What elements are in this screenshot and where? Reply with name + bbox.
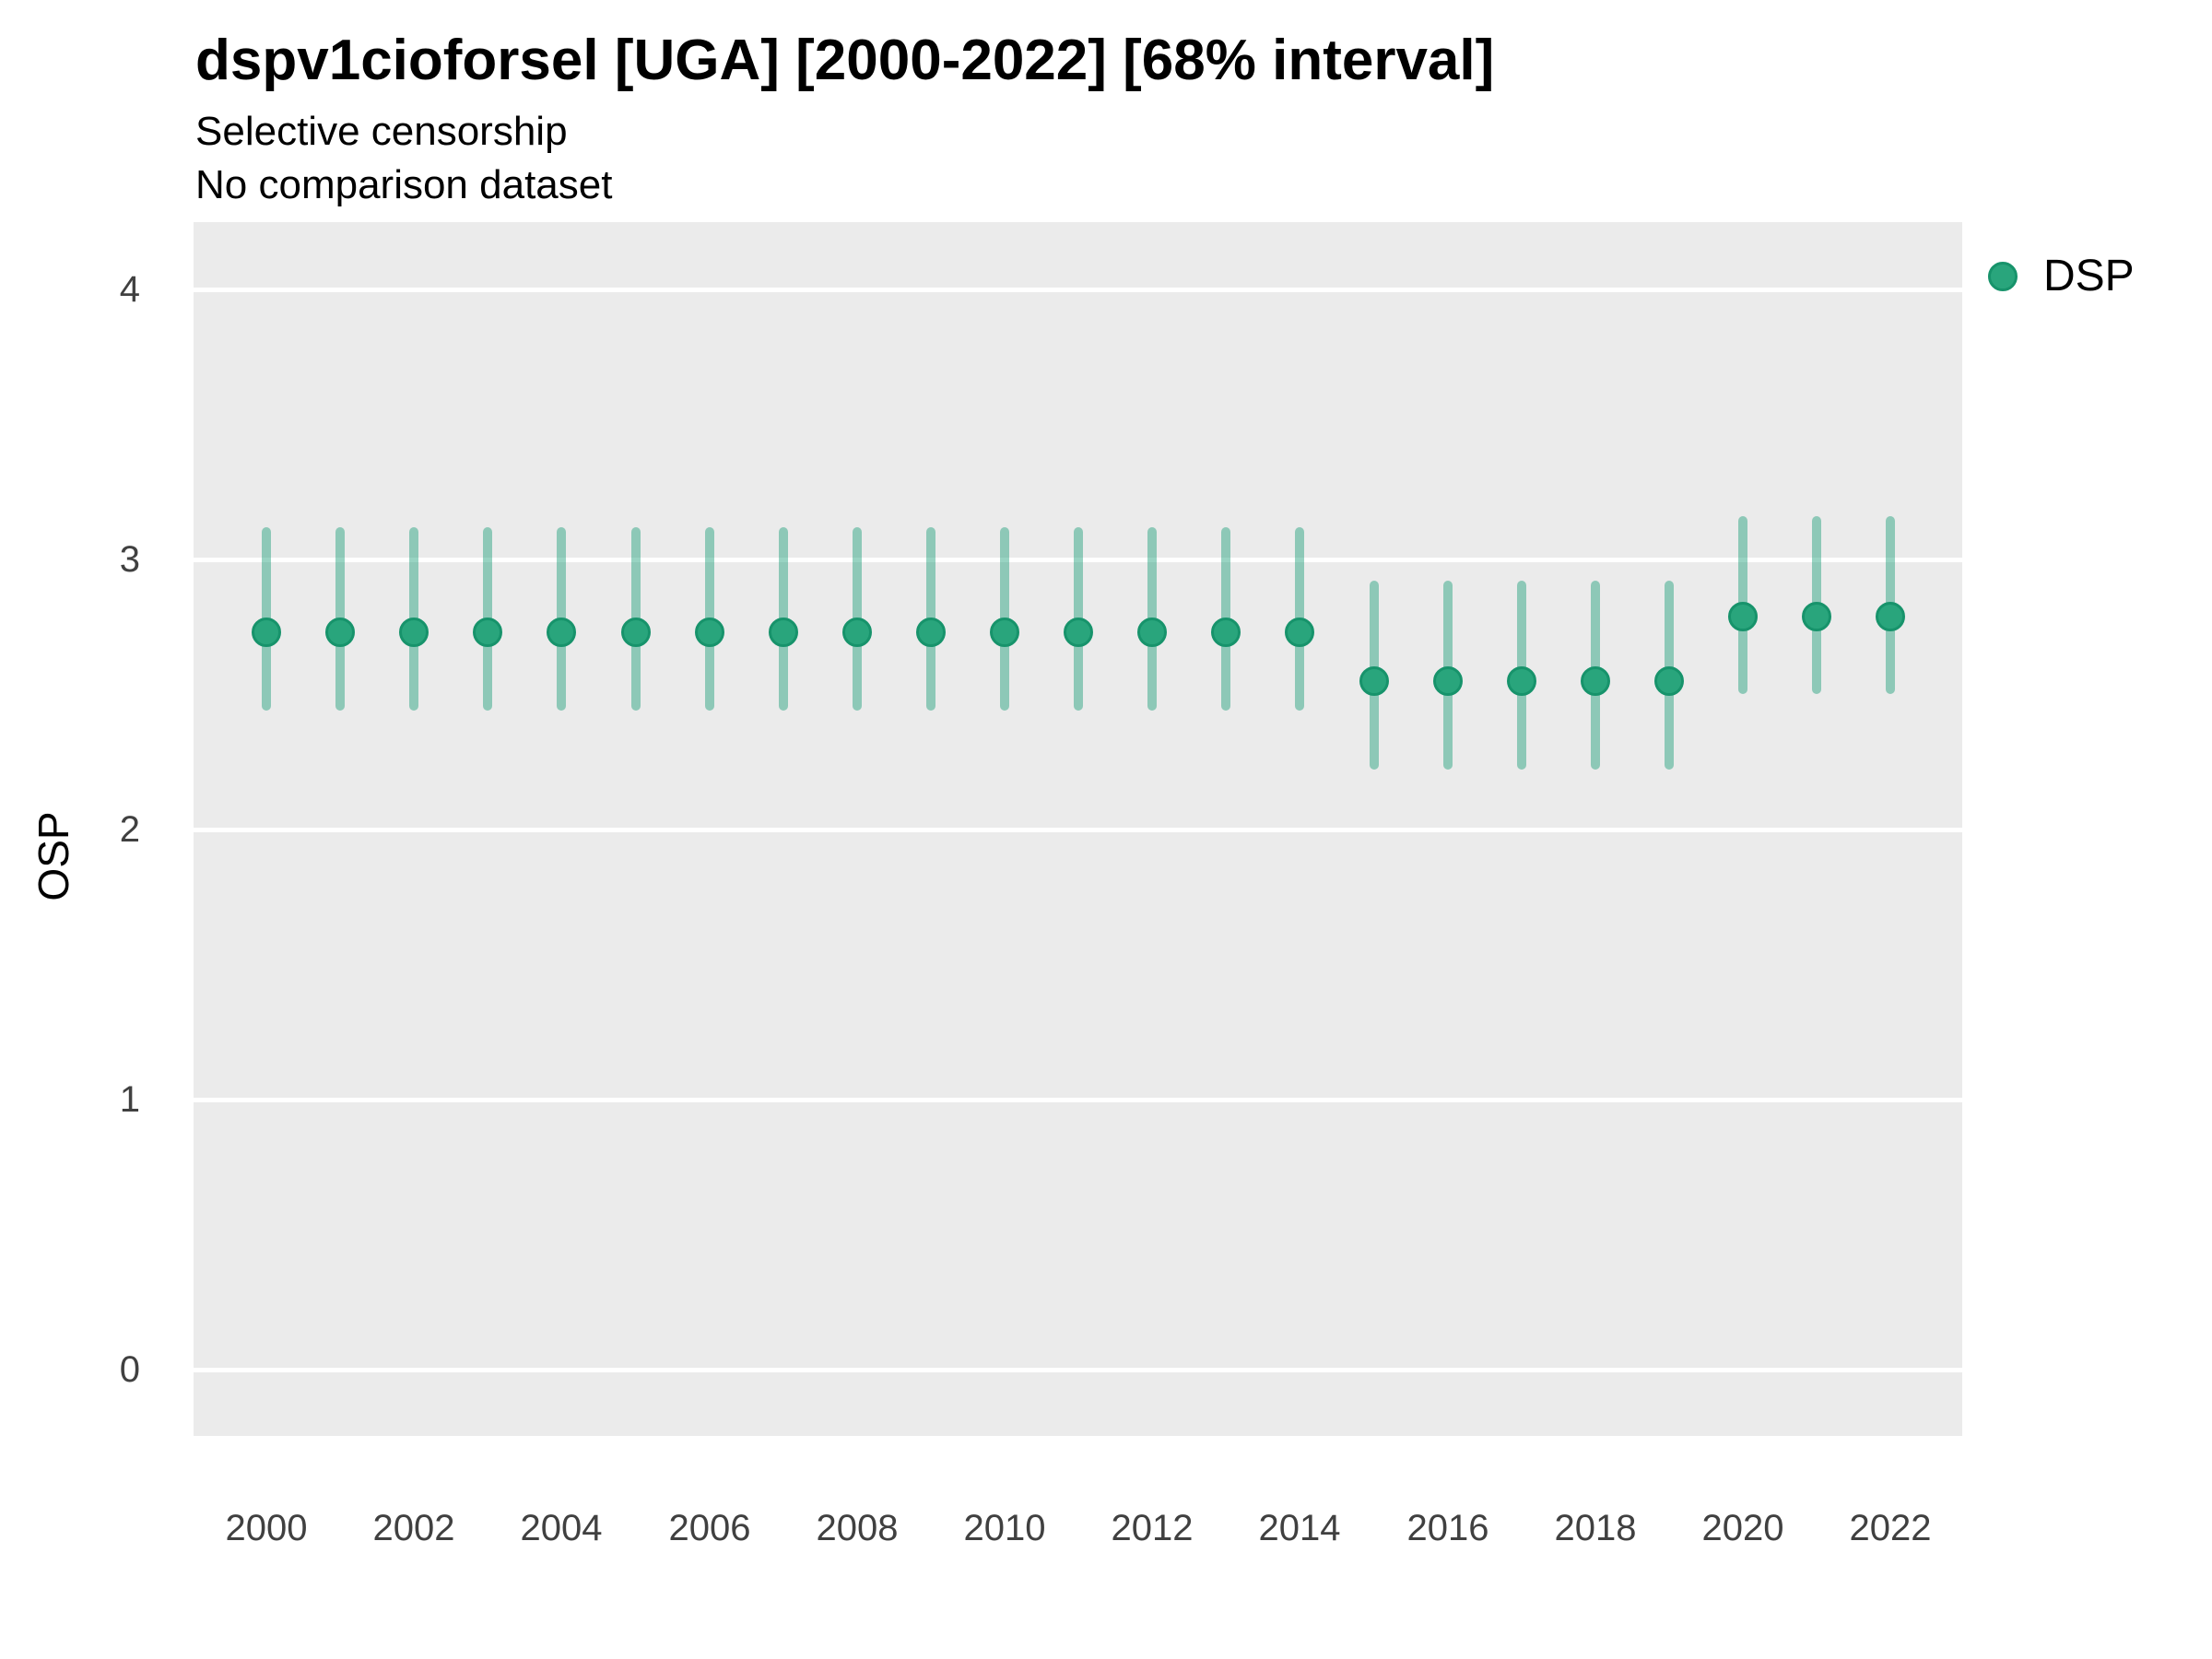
y-axis-title: OSP [29,811,77,901]
chart-title: dspv1cioforsel [UGA] [2000-2022] [68% in… [195,29,1495,92]
legend-item-label: DSP [2043,252,2135,300]
data-point-2022 [1876,602,1905,631]
data-point-2012 [1137,618,1167,647]
y-gridline-0 [194,1368,1962,1372]
data-point-2007 [769,618,798,647]
x-tick-label-2022: 2022 [1849,1508,1932,1548]
data-point-2000 [252,618,281,647]
x-tick-label-2020: 2020 [1701,1508,1784,1548]
y-tick-label-4: 4 [119,269,140,310]
x-tick-label-2002: 2002 [372,1508,455,1548]
chart-subtitle-line1: Selective censorship [195,109,568,154]
x-tick-label-2010: 2010 [963,1508,1046,1548]
data-point-2011 [1064,618,1093,647]
data-point-2006 [695,618,724,647]
y-tick-label-2: 2 [119,809,140,850]
data-point-2008 [842,618,872,647]
data-point-2020 [1728,602,1758,631]
x-tick-label-2008: 2008 [816,1508,899,1548]
legend: DSP [1988,249,2135,304]
x-tick-label-2000: 2000 [225,1508,308,1548]
y-gridline-2 [194,828,1962,832]
y-gridline-4 [194,288,1962,292]
x-tick-label-2006: 2006 [668,1508,751,1548]
data-point-2009 [916,618,946,647]
y-gridline-3 [194,558,1962,562]
plot-panel [194,222,1962,1436]
legend-point-icon [1988,262,2018,291]
y-gridline-1 [194,1098,1962,1102]
data-point-2016 [1433,666,1463,696]
data-point-2014 [1285,618,1314,647]
y-tick-label-1: 1 [119,1079,140,1120]
x-tick-label-2016: 2016 [1406,1508,1489,1548]
data-point-2003 [473,618,502,647]
data-point-2018 [1581,666,1610,696]
data-point-2019 [1654,666,1684,696]
chart-subtitle-line2: No comparison dataset [195,162,613,207]
y-tick-label-3: 3 [119,539,140,580]
data-point-2004 [547,618,576,647]
data-point-2005 [621,618,651,647]
data-point-2017 [1507,666,1536,696]
data-point-2013 [1211,618,1241,647]
x-tick-label-2012: 2012 [1111,1508,1194,1548]
data-point-2002 [399,618,429,647]
y-tick-label-0: 0 [119,1349,140,1390]
data-point-2021 [1802,602,1831,631]
data-point-2010 [990,618,1019,647]
data-point-2001 [325,618,355,647]
x-tick-label-2014: 2014 [1258,1508,1341,1548]
x-tick-label-2018: 2018 [1554,1508,1637,1548]
data-point-2015 [1359,666,1389,696]
x-tick-label-2004: 2004 [520,1508,603,1548]
